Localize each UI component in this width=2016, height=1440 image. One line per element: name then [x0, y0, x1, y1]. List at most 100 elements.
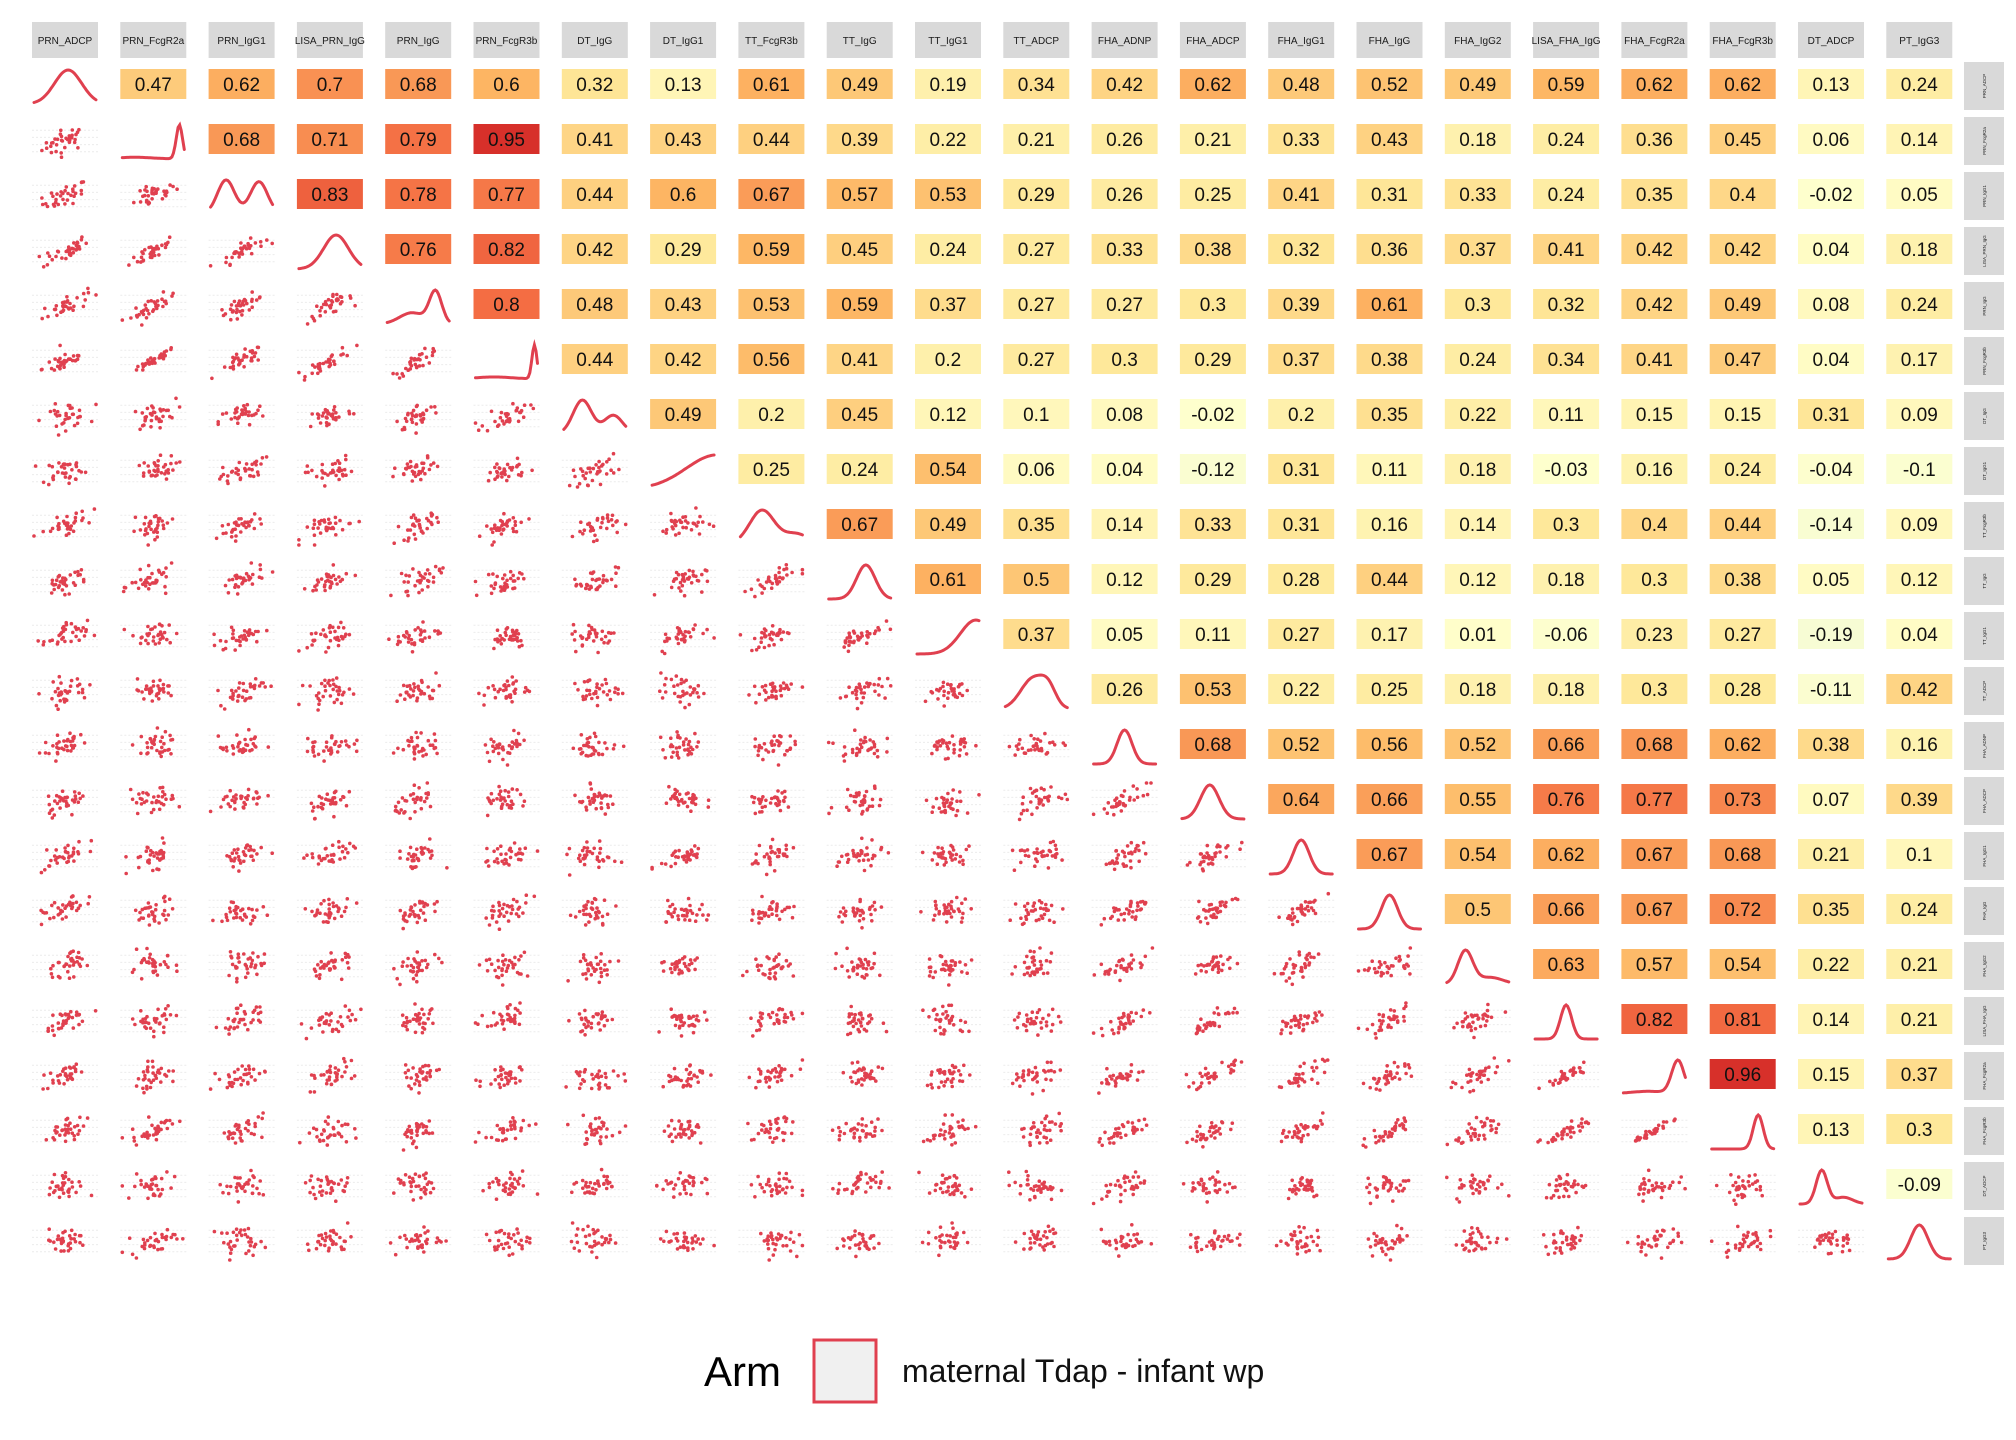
correlation-label: 0.67 — [1371, 845, 1408, 866]
scatter-point — [222, 365, 227, 369]
correlation-cell: 0.04 — [1091, 454, 1158, 484]
scatter-point — [508, 576, 513, 581]
scatter-point — [244, 637, 249, 642]
scatter-point — [263, 685, 268, 689]
scatter-point — [331, 468, 335, 473]
scatter-point — [495, 857, 499, 861]
scatter-point — [770, 624, 775, 628]
correlation-cell: 0.48 — [1268, 69, 1335, 99]
scatter-point — [79, 192, 84, 196]
scatter-point — [335, 750, 340, 754]
scatter-point — [936, 741, 940, 745]
scatter-point — [74, 464, 79, 469]
scatter-point — [237, 693, 241, 698]
scatter-point — [1109, 805, 1114, 809]
scatter-point — [137, 865, 141, 870]
scatter-point — [236, 301, 241, 306]
correlation-label: -0.04 — [1809, 460, 1853, 481]
scatter-point — [885, 750, 889, 754]
scatter-point — [1116, 803, 1120, 807]
correlation-cell: 0.53 — [915, 179, 981, 209]
scatter-point — [150, 800, 154, 805]
scatter-point — [320, 806, 325, 811]
scatter-point — [171, 468, 175, 472]
scatter-point — [355, 738, 359, 743]
scatter-point — [332, 700, 337, 705]
scatter-point — [163, 192, 167, 197]
scatter-point — [411, 852, 416, 857]
scatter-point — [950, 858, 954, 862]
correlation-label: 0.56 — [753, 350, 790, 371]
correlation-label: 0.68 — [223, 130, 260, 151]
scatter-point — [850, 747, 855, 752]
scatter-point — [435, 751, 439, 756]
scatter-panel — [32, 343, 98, 373]
scatter-point — [63, 417, 67, 422]
scatter-point — [411, 408, 416, 413]
scatter-point — [341, 474, 345, 478]
scatter-point — [687, 575, 692, 580]
scatter-point — [671, 579, 676, 583]
scatter-point — [259, 522, 264, 526]
correlation-cell: -0.06 — [1533, 619, 1600, 649]
scatter-point — [510, 700, 514, 704]
scatter-point — [677, 531, 681, 536]
scatter-point — [518, 792, 523, 797]
scatter-point — [474, 593, 479, 598]
scatter-point — [769, 850, 773, 855]
scatter-point — [868, 631, 872, 636]
top-strip-label: FHA_IgG2 — [1454, 36, 1502, 47]
scatter-point — [68, 731, 72, 735]
right-strip — [1964, 1217, 2004, 1265]
correlation-cell: 0.16 — [1886, 729, 1953, 759]
scatter-point — [674, 795, 679, 800]
correlation-cell: 0.17 — [1886, 344, 1953, 374]
scatter-point — [43, 306, 47, 311]
correlation-tile — [826, 234, 893, 264]
scatter-point — [163, 729, 168, 734]
scatter-point — [606, 641, 610, 645]
correlation-cell: 0.3 — [1179, 289, 1246, 319]
scatter-point — [760, 630, 764, 635]
scatter-point — [406, 640, 411, 644]
scatter-point — [140, 362, 145, 366]
scatter-point — [473, 421, 478, 425]
scatter-point — [683, 634, 687, 639]
scatter-point — [496, 745, 501, 750]
scatter-point — [515, 456, 520, 461]
scatter-point — [333, 801, 338, 805]
scatter-point — [80, 235, 84, 239]
scatter-point — [604, 793, 609, 798]
right-strip-labels: PRN_ADCPPRN_FcgR2aPRN_IgG1LISA_PRN_IgGPR… — [1964, 62, 2004, 1265]
correlation-label: 0.25 — [1194, 185, 1231, 206]
scatter-point — [407, 574, 412, 578]
scatter-point — [671, 527, 675, 531]
scatter-point — [33, 464, 38, 468]
correlation-label: 0.76 — [400, 240, 437, 261]
scatter-point — [238, 915, 242, 920]
correlation-label: 0.48 — [1283, 75, 1320, 96]
scatter-point — [393, 804, 398, 809]
scatter-point — [585, 737, 590, 741]
scatter-point — [842, 645, 846, 649]
scatter-point — [406, 412, 410, 417]
scatter-point — [314, 631, 318, 635]
scatter-point — [74, 358, 78, 363]
scatter-point — [924, 798, 929, 803]
correlation-label: 0.62 — [1548, 845, 1585, 866]
scatter-point — [150, 255, 154, 260]
correlation-cell: 0.22 — [915, 124, 981, 154]
scatter-point — [147, 201, 152, 205]
scatter-point — [413, 414, 418, 419]
scatter-point — [342, 909, 347, 914]
scatter-panel — [296, 343, 363, 382]
scatter-point — [418, 358, 422, 362]
scatter-point — [72, 194, 76, 198]
correlation-label: 0.24 — [1724, 460, 1761, 481]
scatter-point — [580, 469, 585, 474]
scatter-point — [310, 909, 314, 914]
scatter-point — [669, 518, 674, 523]
scatter-point — [135, 259, 140, 264]
scatter-point — [59, 151, 63, 155]
scatter-point — [66, 803, 71, 808]
